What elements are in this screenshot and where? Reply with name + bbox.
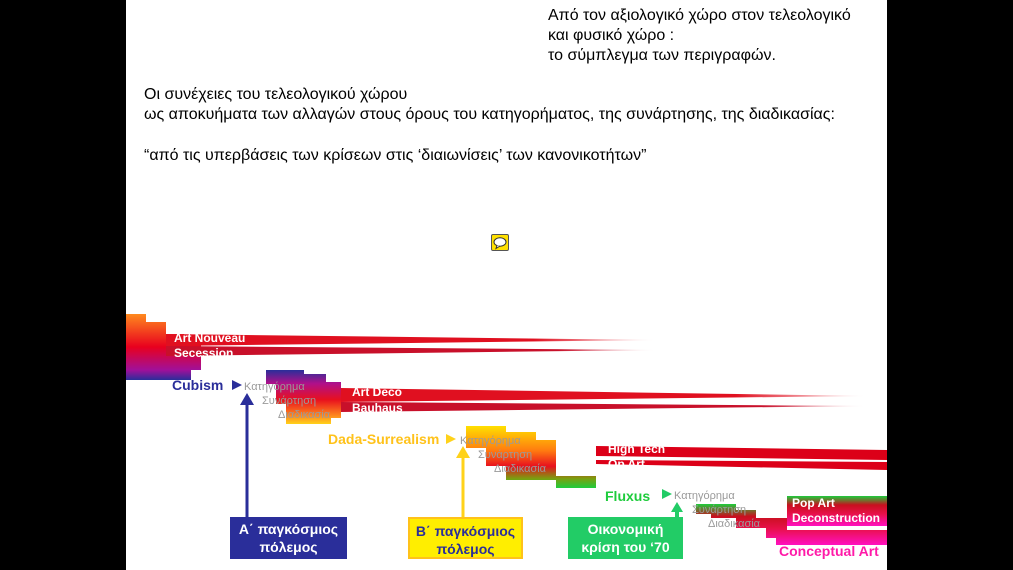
intro-quote: “από τις υπερβάσεις των κρίσεων στις ‘δι… xyxy=(144,147,647,164)
conceptual-art-label: Conceptual Art xyxy=(779,543,879,559)
ww1-line-1: Α΄ παγκόσμιος xyxy=(238,521,339,537)
crisis-line-1: Οικονομική xyxy=(587,521,664,537)
ww2-event-box: Β΄ παγκόσμιος πόλεμος xyxy=(408,517,523,559)
deconstruction-label: Deconstruction xyxy=(792,511,881,525)
slide: Από τον αξιολογικό χώρο στον τελεολογικό… xyxy=(126,0,887,570)
category-function-1: Συνάρτηση xyxy=(262,395,317,407)
art-deco-label: Art Deco xyxy=(352,385,403,399)
category-function-3: Συνάρτηση xyxy=(692,504,747,516)
title-line-3: το σύμπλεγμα των περιγραφών. xyxy=(548,47,776,64)
intro-line-2: ως αποκυήματα των αλλαγών στους όρους το… xyxy=(144,106,835,123)
pop-art-label: Pop Art xyxy=(792,496,835,510)
category-process-2: Διαδικασία xyxy=(494,463,547,475)
title-line-1: Από τον αξιολογικό χώρο στον τελεολογικό xyxy=(548,7,851,24)
ww1-event-box: Α΄ παγκόσμιος πόλεμος xyxy=(230,517,347,559)
crisis-line-2: κρίση του ‘70 xyxy=(581,539,670,555)
category-predicate-3: Κατηγόρημα xyxy=(674,490,735,502)
secession-label: Secession xyxy=(174,346,234,360)
category-function-2: Συνάρτηση xyxy=(478,449,533,461)
category-predicate-2: Κατηγόρημα xyxy=(460,435,521,447)
art-nouveau-label: Art Nouveau xyxy=(174,331,246,345)
cubism-label: Cubism xyxy=(172,377,224,393)
speech-bubble-icon[interactable] xyxy=(491,234,509,251)
movements-diagram xyxy=(126,314,887,545)
dada-surrealism-label: Dada-Surrealism xyxy=(328,431,440,447)
fluxus-label: Fluxus xyxy=(605,488,651,504)
ww2-line-2: πόλεμος xyxy=(436,541,495,557)
slide-title: Από τον αξιολογικό χώρο στον τελεολογικό… xyxy=(548,6,851,66)
bauhaus-label: Bauhaus xyxy=(352,401,403,415)
ww2-line-1: Β΄ παγκόσμιος xyxy=(415,523,516,539)
category-process-1: Διαδικασία xyxy=(278,409,331,421)
op-art-label: Op Art xyxy=(608,457,645,471)
high-tech-label: High Tech xyxy=(608,442,666,456)
category-predicate-1: Κατηγόρημα xyxy=(244,381,305,393)
ww1-line-2: πόλεμος xyxy=(259,539,318,555)
title-line-2: και φυσικό χώρο : xyxy=(548,27,675,44)
economic-crisis-event-box: Οικονομική κρίση του ‘70 xyxy=(568,517,683,559)
category-process-3: Διαδικασία xyxy=(708,518,761,530)
intro-line-1: Οι συνέχειες του τελεολογικού χώρου xyxy=(144,86,408,103)
